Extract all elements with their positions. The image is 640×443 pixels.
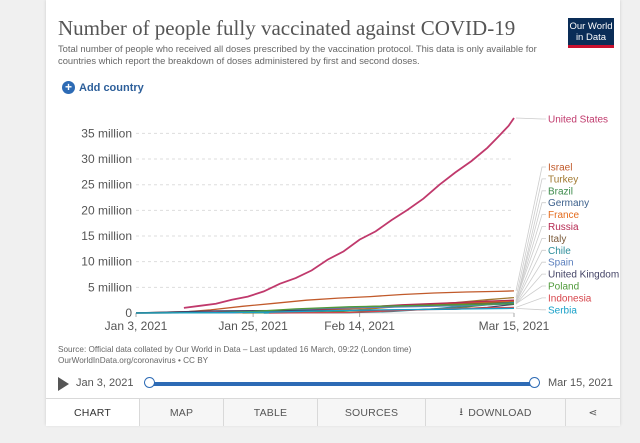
- legend-label: Italy: [548, 234, 566, 245]
- tab-chart[interactable]: CHART: [46, 399, 140, 426]
- download-icon: ⭳: [459, 405, 464, 418]
- plus-circle-icon: +: [62, 81, 75, 94]
- legend-connector: [515, 308, 546, 311]
- y-tick-label: 15 million: [81, 229, 132, 243]
- legend-label: United Kingdom: [548, 270, 619, 281]
- series-line-serbia: [135, 307, 515, 314]
- y-tick-label: 25 million: [81, 178, 132, 192]
- legend-connector: [515, 214, 546, 302]
- chart-subtitle: Total number of people who received all …: [58, 43, 537, 66]
- add-country-button[interactable]: + Add country: [62, 81, 144, 94]
- legend-label: Poland: [548, 282, 579, 293]
- timeline-slider: Jan 3, 2021 Mar 15, 2021: [58, 374, 614, 394]
- source-line-2[interactable]: OurWorldInData.org/coronavirus • CC BY: [58, 355, 209, 365]
- source-note: Source: Official data collated by Our Wo…: [58, 345, 411, 366]
- logo-line2: in Data: [575, 31, 607, 43]
- tab-sources[interactable]: SOURCES: [318, 399, 426, 426]
- legend-connector: [515, 166, 546, 291]
- y-tick-label: 10 million: [81, 255, 132, 269]
- y-tick-label: 30 million: [81, 152, 132, 166]
- legend-connector: [515, 249, 546, 303]
- timeline-start-handle[interactable]: [144, 377, 155, 388]
- legend-label: France: [548, 210, 580, 221]
- legend-label: Indonesia: [548, 293, 592, 304]
- x-tick-label: Jan 3, 2021: [105, 319, 168, 333]
- legend-label: Brazil: [548, 186, 573, 197]
- legend-connector: [515, 297, 546, 308]
- play-icon[interactable]: [58, 377, 69, 391]
- y-tick-label: 20 million: [81, 203, 132, 217]
- legend-label: Serbia: [548, 305, 577, 316]
- timeline-end-date: Mar 15, 2021: [548, 377, 613, 389]
- timeline-start-date: Jan 3, 2021: [76, 377, 134, 389]
- chart-lines: [135, 117, 515, 314]
- legend-label: United States: [548, 115, 608, 126]
- source-line-1: Source: Official data collated by Our Wo…: [58, 345, 412, 354]
- legend-connector: [515, 117, 546, 120]
- legend-label: Israel: [548, 163, 572, 174]
- legend-label: Russia: [548, 222, 579, 233]
- x-tick-label: Feb 14, 2021: [324, 319, 395, 333]
- legend-connector: [515, 273, 546, 305]
- legend-connector: [515, 226, 546, 301]
- x-tick-label: Mar 15, 2021: [479, 319, 550, 333]
- tab-download[interactable]: ⭳ DOWNLOAD: [426, 399, 566, 426]
- tab-download-label: DOWNLOAD: [468, 406, 532, 419]
- legend-label: Germany: [548, 198, 589, 209]
- chart-grid: 0 5 million 10 million 15 million 20 million…: [81, 126, 549, 333]
- legend-connector: [515, 190, 546, 303]
- legend-label: Spain: [548, 258, 574, 269]
- legend-connector: [515, 285, 546, 305]
- series-line-israel: [135, 290, 515, 314]
- y-tick-label: 0: [125, 306, 132, 320]
- share-button[interactable]: ⋖: [566, 399, 620, 426]
- series-line-united-states: [183, 117, 515, 309]
- chart-legend-labels: United States IsraelTurkeyBrazilGermanyFr…: [515, 115, 619, 316]
- legend-connector: [515, 238, 546, 303]
- timeline-end-handle[interactable]: [529, 377, 540, 388]
- legend-label: Chile: [548, 246, 571, 257]
- legend-connector: [515, 261, 546, 305]
- share-icon: ⋖: [588, 406, 598, 419]
- x-tick-label: Jan 25, 2021: [218, 319, 288, 333]
- chart-title: Number of people fully vaccinated agains…: [58, 16, 516, 40]
- owid-logo[interactable]: Our World in Data: [568, 18, 614, 48]
- tab-map[interactable]: MAP: [140, 399, 224, 426]
- legend-connector: [515, 202, 546, 302]
- logo-line1: Our World: [569, 21, 613, 32]
- legend-label: Turkey: [548, 174, 578, 185]
- legend-connector: [515, 178, 546, 298]
- tab-table[interactable]: TABLE: [224, 399, 318, 426]
- tab-bar: CHART MAP TABLE SOURCES ⭳ DOWNLOAD ⋖: [46, 398, 620, 426]
- add-country-label: Add country: [79, 81, 144, 94]
- y-tick-label: 35 million: [81, 126, 132, 140]
- line-chart: 0 5 million 10 million 15 million 20 million…: [81, 115, 619, 334]
- y-tick-label: 5 million: [88, 280, 132, 294]
- chart-card: Number of people fully vaccinated agains…: [46, 0, 620, 426]
- timeline-track[interactable]: [150, 382, 534, 386]
